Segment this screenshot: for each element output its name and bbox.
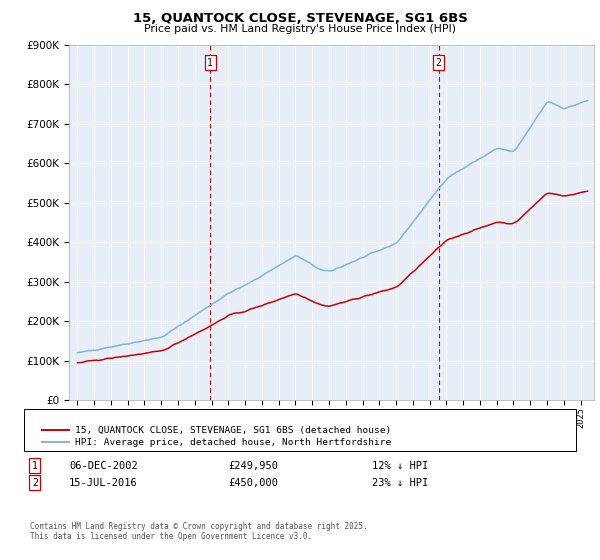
Text: 1: 1: [207, 58, 213, 68]
Text: 2: 2: [436, 58, 442, 68]
Text: 06-DEC-2002: 06-DEC-2002: [69, 461, 138, 471]
Text: 2: 2: [32, 478, 38, 488]
Text: 15, QUANTOCK CLOSE, STEVENAGE, SG1 6BS: 15, QUANTOCK CLOSE, STEVENAGE, SG1 6BS: [133, 12, 467, 25]
Text: 1: 1: [32, 461, 38, 471]
Text: 23% ↓ HPI: 23% ↓ HPI: [372, 478, 428, 488]
Text: Contains HM Land Registry data © Crown copyright and database right 2025.
This d: Contains HM Land Registry data © Crown c…: [30, 522, 368, 542]
Text: 15, QUANTOCK CLOSE, STEVENAGE, SG1 6BS (detached house): 15, QUANTOCK CLOSE, STEVENAGE, SG1 6BS (…: [75, 426, 391, 435]
Text: 15-JUL-2016: 15-JUL-2016: [69, 478, 138, 488]
Text: 12% ↓ HPI: 12% ↓ HPI: [372, 461, 428, 471]
Text: HPI: Average price, detached house, North Hertfordshire: HPI: Average price, detached house, Nort…: [75, 438, 391, 447]
Text: £450,000: £450,000: [228, 478, 278, 488]
Text: Price paid vs. HM Land Registry's House Price Index (HPI): Price paid vs. HM Land Registry's House …: [144, 24, 456, 34]
Text: £249,950: £249,950: [228, 461, 278, 471]
